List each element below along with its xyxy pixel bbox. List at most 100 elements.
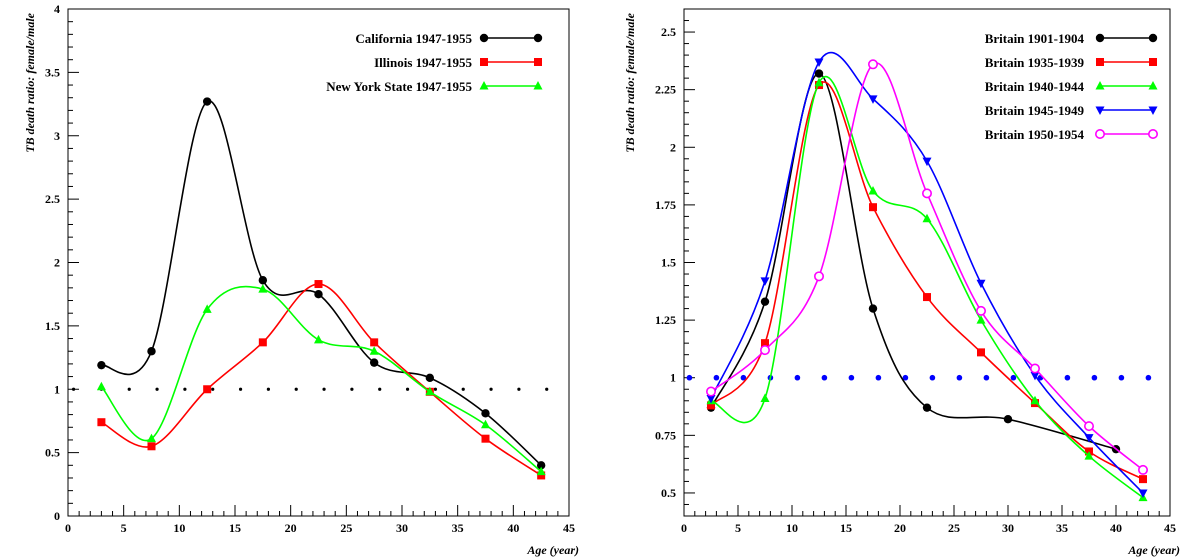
y-tick-label: 0.5: [45, 446, 60, 460]
reference-dot: [875, 374, 882, 381]
x-tick-label: 20: [894, 521, 906, 535]
legend-marker: [1148, 33, 1158, 43]
data-point: [314, 334, 323, 344]
data-point: [760, 393, 770, 402]
data-point: [370, 338, 379, 347]
legend: California 1947-1955 Illinois 1947-1955 Ne…: [326, 31, 543, 94]
legend-marker: [533, 81, 543, 90]
series-0: [97, 97, 546, 470]
legend-item: Britain 1950-1954: [985, 127, 1159, 142]
data-point: [922, 213, 932, 223]
reference-dot: [238, 387, 243, 391]
y-tick-label: 0.75: [655, 428, 676, 442]
series-line: [710, 62, 1144, 471]
reference-dot: [929, 374, 936, 381]
x-tick-label: 25: [340, 521, 352, 535]
data-point: [536, 461, 546, 470]
data-point: [759, 345, 770, 356]
legend-label: Britain 1935-1939: [985, 55, 1085, 70]
legend-marker: [1148, 129, 1159, 140]
data-point: [147, 347, 156, 356]
reference-dot: [1145, 374, 1152, 381]
y-tick-label: 2.5: [661, 25, 676, 39]
reference-dot: [461, 387, 465, 391]
legend-label: New York State 1947-1955: [326, 79, 472, 94]
y-tick-label: 0.5: [661, 486, 676, 500]
x-tick-label: 5: [735, 521, 741, 535]
data-point: [369, 358, 379, 367]
x-axis-title: Age (year): [526, 543, 579, 557]
legend-item: Illinois 1947-1955: [374, 55, 542, 70]
data-point: [867, 59, 878, 70]
data-point: [1030, 395, 1040, 405]
x-tick-label: 15: [840, 521, 852, 535]
legend-marker: [480, 58, 488, 66]
data-point: [923, 293, 931, 302]
data-point: [536, 466, 546, 476]
y-tick-label: 2.5: [45, 192, 60, 206]
reference-dot: [405, 387, 410, 391]
y-tick-label: 2.25: [655, 83, 676, 97]
legend-label: Britain 1940-1944: [985, 79, 1085, 94]
series-3: [706, 51, 1148, 498]
legend-marker: [533, 33, 543, 43]
series-line: [101, 100, 542, 466]
x-tick-label: 35: [452, 521, 464, 535]
legend-label: Britain 1950-1954: [985, 127, 1085, 142]
y-axis-title: TB death ratio: female/male: [623, 12, 637, 152]
series-line: [710, 51, 1144, 494]
reference-dot: [71, 387, 76, 391]
legend-marker: [1095, 33, 1105, 43]
legend-item: Britain 1935-1939: [985, 55, 1157, 70]
data-point: [202, 97, 212, 106]
data-point: [369, 346, 379, 355]
plot-frame: [683, 8, 1171, 517]
reference-dot: [294, 387, 298, 391]
data-point: [96, 381, 106, 391]
data-point: [425, 373, 435, 383]
panel-us-states: 0 5 10 15 20 25 30 35 40 45 0 0.5 1 1.5 2 2.5 3 3.5 4 Age (…: [23, 2, 579, 557]
legend-item: Britain 1901-1904: [985, 31, 1158, 46]
legend-marker: [1095, 81, 1105, 90]
legend-label: Britain 1945-1949: [985, 103, 1085, 118]
x-tick-label: 5: [121, 521, 127, 535]
x-tick-label: 30: [396, 521, 408, 535]
data-point: [814, 69, 824, 78]
y-tick-label: 4: [54, 2, 60, 16]
data-point: [1084, 421, 1095, 432]
data-point: [537, 471, 546, 480]
data-point: [813, 271, 824, 282]
legend-item: California 1947-1955: [355, 31, 543, 46]
reference-dot: [740, 374, 747, 381]
x-tick-label: 45: [1164, 521, 1176, 535]
legend-marker: [1149, 58, 1157, 66]
series-4: [705, 59, 1149, 475]
data-point: [705, 386, 716, 397]
data-point: [258, 338, 267, 347]
y-tick-label: 1.5: [45, 319, 60, 333]
data-point: [481, 409, 490, 418]
x-axis-title: Age (year): [1127, 543, 1180, 557]
y-tick-label: 3: [54, 129, 60, 143]
series-2: [706, 75, 1148, 502]
data-point: [481, 434, 490, 443]
legend-label: Britain 1901-1904: [985, 31, 1085, 46]
legend-item: Britain 1945-1949: [985, 103, 1158, 118]
data-point: [868, 95, 878, 104]
data-point: [203, 385, 212, 394]
reference-dot: [211, 387, 215, 391]
data-point: [868, 304, 878, 313]
data-point: [760, 297, 770, 306]
reference-dot: [350, 387, 354, 391]
x-tick-label: 45: [563, 521, 575, 535]
legend-marker: [479, 33, 489, 43]
legend-item: New York State 1947-1955: [326, 79, 543, 94]
legend-label: Illinois 1947-1955: [374, 55, 472, 70]
y-tick-label: 1.25: [655, 313, 676, 327]
y-tick-label: 2: [670, 140, 676, 154]
data-point: [706, 394, 716, 404]
x-tick-label: 10: [786, 521, 798, 535]
data-point: [977, 348, 985, 357]
series-line: [710, 72, 1117, 450]
data-point: [869, 203, 877, 212]
